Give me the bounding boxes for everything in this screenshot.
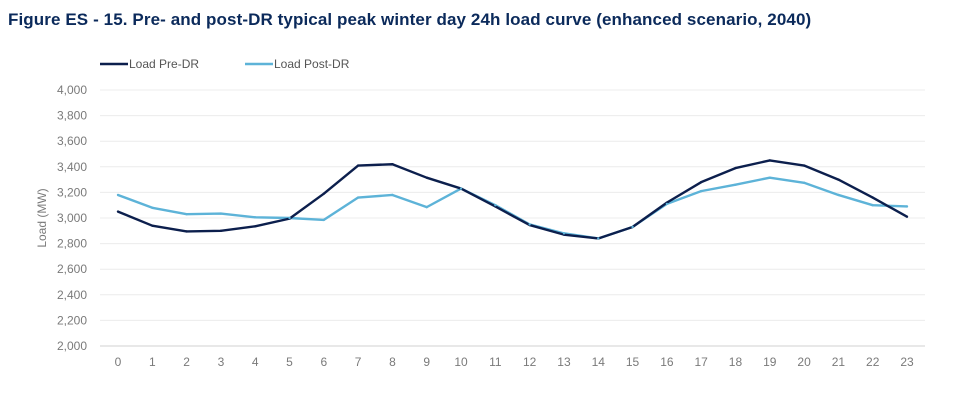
y-tick-label: 2,600 xyxy=(57,262,87,276)
data-point xyxy=(151,206,154,209)
legend-label: Load Post-DR xyxy=(274,57,350,71)
x-tick-label: 11 xyxy=(489,355,502,369)
data-point xyxy=(288,216,291,220)
data-point xyxy=(734,166,737,170)
x-tick-label: 3 xyxy=(218,355,225,369)
data-point xyxy=(871,196,874,199)
x-tick-label: 19 xyxy=(763,355,777,369)
x-tick-label: 4 xyxy=(252,355,259,369)
x-tick-label: 0 xyxy=(115,355,122,369)
data-point xyxy=(871,204,874,207)
data-point xyxy=(597,237,600,240)
x-tick-label: 15 xyxy=(626,355,640,369)
x-tick-label: 16 xyxy=(660,355,674,369)
data-point xyxy=(837,193,840,197)
data-point xyxy=(322,218,326,222)
x-tick-label: 18 xyxy=(729,355,743,369)
x-tick-label: 5 xyxy=(286,355,293,369)
data-point xyxy=(802,181,806,184)
x-tick-label: 1 xyxy=(149,355,156,369)
data-point xyxy=(425,205,428,209)
data-point xyxy=(356,196,360,199)
y-tick-label: 2,200 xyxy=(57,313,87,327)
data-point xyxy=(631,225,634,229)
series-lines xyxy=(116,159,909,240)
data-point xyxy=(802,164,806,167)
y-tick-label: 3,000 xyxy=(57,211,87,225)
y-tick-label: 2,000 xyxy=(57,339,87,353)
y-tick-label: 2,800 xyxy=(57,237,87,251)
legend-item: Load Pre-DR xyxy=(100,57,199,71)
series-line-load-pre-dr xyxy=(117,159,908,240)
data-point xyxy=(768,159,771,162)
data-point xyxy=(734,183,737,186)
y-tick-label: 4,000 xyxy=(57,83,87,97)
x-tick-label: 14 xyxy=(592,355,606,369)
data-point xyxy=(116,193,120,197)
legend-label: Load Pre-DR xyxy=(129,57,199,71)
x-tick-label: 22 xyxy=(866,355,880,369)
data-point xyxy=(665,202,669,206)
data-point xyxy=(116,210,120,213)
data-point xyxy=(391,163,394,166)
data-point xyxy=(699,189,703,193)
data-point xyxy=(185,212,188,216)
x-tick-label: 6 xyxy=(320,355,327,369)
data-point xyxy=(254,225,257,228)
gridlines xyxy=(100,89,925,347)
y-tick-label: 3,400 xyxy=(57,160,87,174)
data-point xyxy=(562,232,566,235)
data-point xyxy=(185,230,188,233)
x-tick-label: 20 xyxy=(797,355,811,369)
chart-title: Figure ES - 15. Pre- and post-DR typical… xyxy=(8,10,812,29)
x-tick-label: 12 xyxy=(523,355,537,369)
data-point xyxy=(699,180,703,184)
data-point xyxy=(459,187,463,190)
data-point xyxy=(528,223,531,226)
data-point xyxy=(322,192,326,195)
x-tick-label: 21 xyxy=(832,355,846,369)
data-point xyxy=(905,215,909,218)
data-point xyxy=(219,212,223,215)
data-point xyxy=(391,193,394,197)
x-tick-label: 7 xyxy=(355,355,362,369)
y-tick-label: 2,400 xyxy=(57,288,87,302)
x-axis-ticks: 0 1 2 3 4 5 6 7 8 9 10 11 12 13 14 15 16 17 18 19 20 21 22 23 xyxy=(115,355,914,369)
data-point xyxy=(151,224,154,227)
data-point xyxy=(768,176,771,179)
data-point xyxy=(425,176,428,179)
x-tick-label: 2 xyxy=(183,355,190,369)
data-point xyxy=(837,178,840,181)
y-axis-ticks: 2,000 2,200 2,400 2,600 2,800 3,000 3,200 3,400… xyxy=(57,83,87,353)
x-tick-label: 13 xyxy=(557,355,571,369)
x-tick-label: 8 xyxy=(389,355,396,369)
y-tick-label: 3,200 xyxy=(57,185,87,199)
y-axis-label: Load (MW) xyxy=(35,188,49,247)
x-tick-label: 17 xyxy=(694,355,708,369)
data-point xyxy=(494,204,497,207)
data-point xyxy=(219,229,223,232)
legend: Load Pre-DR Load Post-DR xyxy=(100,57,350,71)
x-tick-label: 10 xyxy=(454,355,468,369)
y-tick-label: 3,800 xyxy=(57,109,87,123)
legend-item: Load Post-DR xyxy=(245,57,350,71)
y-tick-label: 3,600 xyxy=(57,134,87,148)
data-point xyxy=(254,216,257,219)
x-tick-label: 9 xyxy=(423,355,430,369)
data-point xyxy=(905,205,909,208)
x-tick-label: 23 xyxy=(900,355,914,369)
data-point xyxy=(356,164,360,167)
